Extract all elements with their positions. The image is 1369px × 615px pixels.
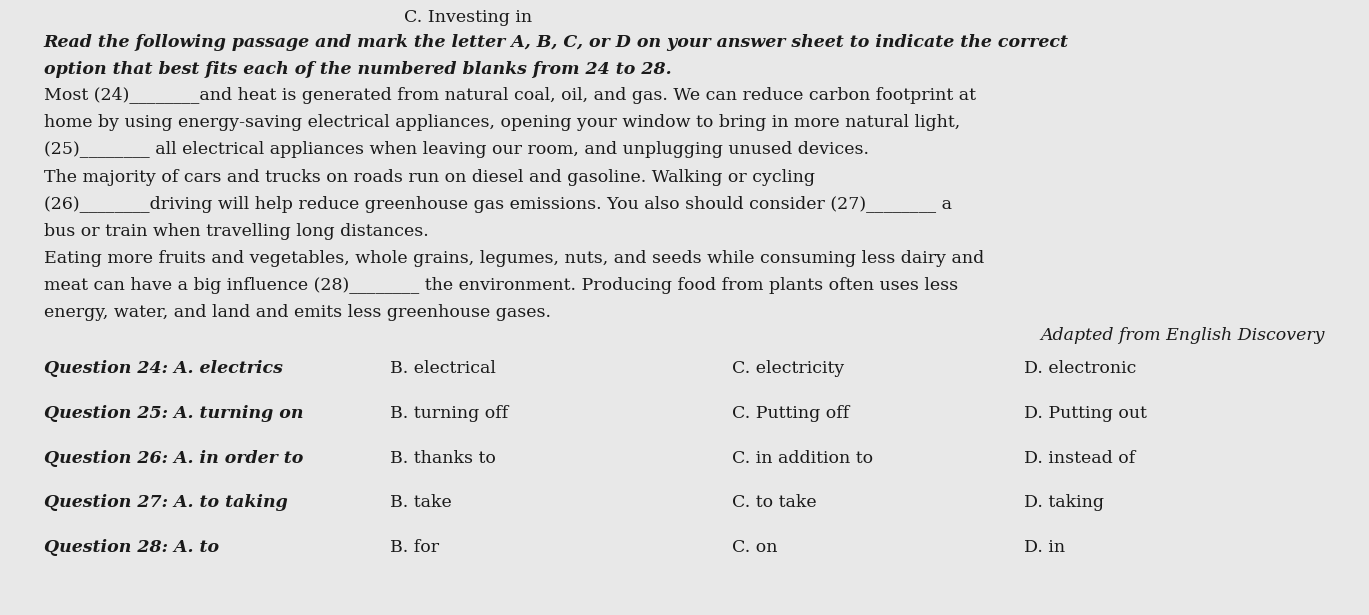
Text: Question 27: A. to taking: Question 27: A. to taking	[44, 494, 287, 512]
Text: C. to take: C. to take	[732, 494, 817, 512]
Text: B. turning off: B. turning off	[390, 405, 508, 422]
Text: B. electrical: B. electrical	[390, 360, 496, 377]
Text: home by using energy-saving electrical appliances, opening your window to bring : home by using energy-saving electrical a…	[44, 114, 960, 132]
Text: bus or train when travelling long distances.: bus or train when travelling long distan…	[44, 223, 428, 240]
Text: Question 26: A. in order to: Question 26: A. in order to	[44, 450, 303, 467]
Text: C. Putting off: C. Putting off	[732, 405, 850, 422]
Text: Eating more fruits and vegetables, whole grains, legumes, nuts, and seeds while : Eating more fruits and vegetables, whole…	[44, 250, 984, 267]
Text: Question 24: A. electrics: Question 24: A. electrics	[44, 360, 282, 377]
Text: C. Investing in: C. Investing in	[404, 9, 533, 26]
Text: Question 25: A. turning on: Question 25: A. turning on	[44, 405, 304, 422]
Text: Most (24)________and heat is generated from natural coal, oil, and gas. We can r: Most (24)________and heat is generated f…	[44, 87, 976, 105]
Text: option that best fits each of the numbered blanks from 24 to 28.: option that best fits each of the number…	[44, 62, 671, 79]
Text: C. on: C. on	[732, 539, 778, 557]
Text: D. Putting out: D. Putting out	[1024, 405, 1147, 422]
Text: The majority of cars and trucks on roads run on diesel and gasoline. Walking or : The majority of cars and trucks on roads…	[44, 169, 815, 186]
Text: energy, water, and land and emits less greenhouse gases.: energy, water, and land and emits less g…	[44, 304, 550, 321]
Text: (26)________driving will help reduce greenhouse gas emissions. You also should c: (26)________driving will help reduce gre…	[44, 196, 951, 213]
Text: B. thanks to: B. thanks to	[390, 450, 496, 467]
Text: (25)________ all electrical appliances when leaving our room, and unplugging unu: (25)________ all electrical appliances w…	[44, 141, 869, 159]
Text: D. in: D. in	[1024, 539, 1065, 557]
Text: C. in addition to: C. in addition to	[732, 450, 873, 467]
Text: D. electronic: D. electronic	[1024, 360, 1136, 377]
Text: B. for: B. for	[390, 539, 439, 557]
Text: B. take: B. take	[390, 494, 452, 512]
Text: Adapted from English Discovery: Adapted from English Discovery	[1040, 327, 1325, 344]
Text: Question 28: A. to: Question 28: A. to	[44, 539, 219, 557]
Text: D. instead of: D. instead of	[1024, 450, 1135, 467]
Text: meat can have a big influence (28)________ the environment. Producing food from : meat can have a big influence (28)______…	[44, 277, 958, 294]
Text: Read the following passage and mark the letter A, B, C, or D on your answer shee: Read the following passage and mark the …	[44, 34, 1069, 51]
Text: D. taking: D. taking	[1024, 494, 1103, 512]
Text: C. electricity: C. electricity	[732, 360, 845, 377]
